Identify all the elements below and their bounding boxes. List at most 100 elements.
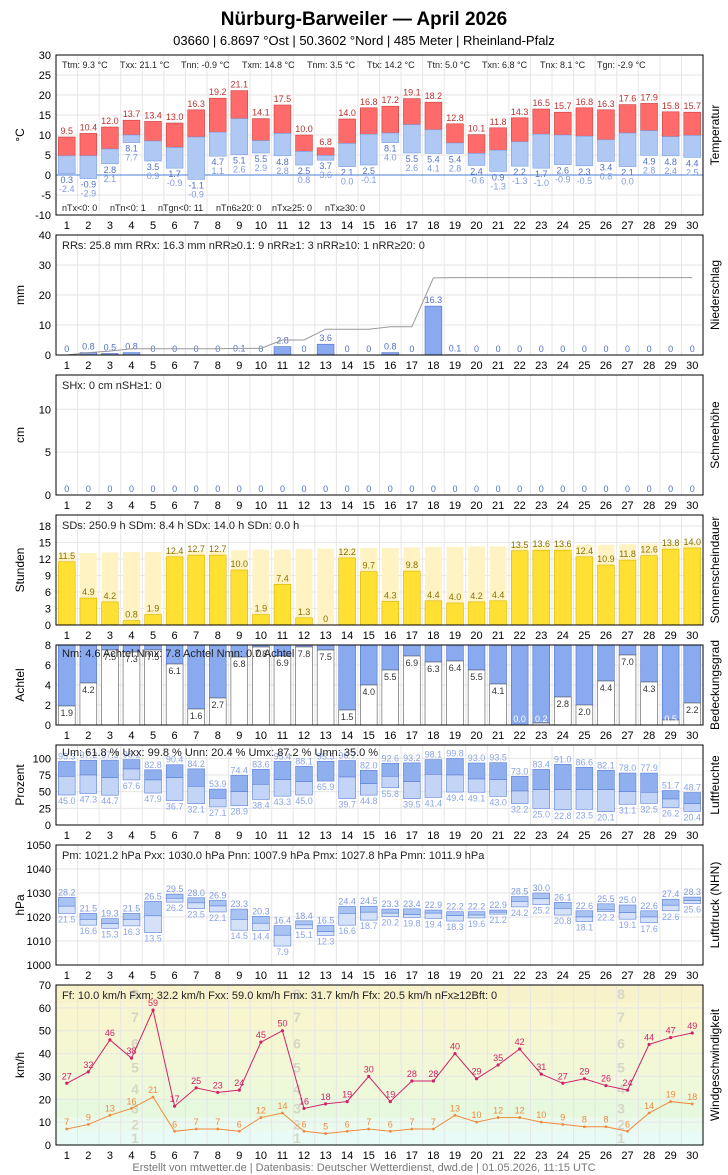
x-tick-label: 18 xyxy=(427,1150,439,1162)
tgnd-label: -0.5 xyxy=(577,176,593,186)
humidity-max-label: 78.0 xyxy=(619,763,637,773)
stat-item: Txm: 14.8 °C xyxy=(242,60,295,70)
sun-label: 9.8 xyxy=(406,560,419,570)
y-tick-label: 10 xyxy=(39,404,51,416)
x-tick-label: 27 xyxy=(621,360,633,372)
x-tick-label: 10 xyxy=(255,1150,267,1162)
x-tick-label: 29 xyxy=(665,630,677,642)
cloud-label: 2.2 xyxy=(686,705,699,715)
pressure-max-label: 29.5 xyxy=(166,884,184,894)
snow-label: 0 xyxy=(625,484,630,494)
humidity-upper-bar xyxy=(144,769,162,781)
x-tick-label: 24 xyxy=(557,360,569,372)
x-tick-label: 5 xyxy=(150,1150,156,1162)
sun-bar xyxy=(187,554,205,626)
gust-point xyxy=(410,1079,414,1083)
x-tick-label: 27 xyxy=(621,220,633,232)
gust-label: 17 xyxy=(170,1094,180,1104)
pressure-lower-bar xyxy=(403,914,421,918)
x-tick-label: 16 xyxy=(384,500,396,512)
humidity-upper-bar xyxy=(273,761,292,780)
x-tick-label: 21 xyxy=(492,360,504,372)
x-tick-label: 18 xyxy=(427,830,439,842)
x-tick-label: 1 xyxy=(64,970,70,982)
precip-label: 0.8 xyxy=(384,342,397,352)
precip-label: 0.8 xyxy=(125,342,138,352)
tmax-bar xyxy=(424,101,443,131)
humidity-upper-bar xyxy=(489,762,507,780)
tmax-bar xyxy=(532,108,550,135)
wind-label: 12 xyxy=(256,1106,266,1116)
cloud-bar xyxy=(510,644,529,726)
x-tick-label: 23 xyxy=(535,1150,547,1162)
humidity-lower-bar xyxy=(489,779,507,797)
humidity-min-label: 65.9 xyxy=(317,782,335,792)
y-axis-label: hPa xyxy=(13,894,27,916)
x-tick-label: 19 xyxy=(449,1150,461,1162)
x-tick-label: 18 xyxy=(427,630,439,642)
x-tick-label: 10 xyxy=(255,220,267,232)
wind-label: 19 xyxy=(666,1090,676,1100)
x-tick-label: 23 xyxy=(535,830,547,842)
x-tick-label: 16 xyxy=(384,970,396,982)
wind-point xyxy=(108,1113,112,1117)
pressure-max-label: 23.3 xyxy=(382,899,400,909)
humidity-min-label: 41.4 xyxy=(425,798,443,808)
x-tick-label: 17 xyxy=(406,830,418,842)
pressure-min-label: 13.5 xyxy=(144,934,162,944)
x-tick-label: 13 xyxy=(319,630,331,642)
tmax-bar xyxy=(510,117,529,143)
possible-sun-bar xyxy=(144,551,162,625)
possible-sun-bar xyxy=(252,549,270,625)
x-tick-label: 23 xyxy=(535,360,547,372)
tmin-label: 1.7 xyxy=(535,169,548,179)
x-tick-label: 28 xyxy=(643,830,655,842)
gust-point xyxy=(367,1074,371,1079)
tmax-label: 14.1 xyxy=(252,108,270,118)
humidity-upper-bar xyxy=(360,770,378,784)
x-tick-label: 30 xyxy=(686,730,698,742)
x-tick-label: 11 xyxy=(277,730,288,742)
tmax-bar xyxy=(403,98,421,125)
tmax-label: 16.3 xyxy=(597,99,615,109)
tgnd-label: -0.6 xyxy=(469,175,485,185)
tmax-label: 17.9 xyxy=(640,92,658,102)
wind-label: 12 xyxy=(493,1106,503,1116)
stats-line: Um: 61.8 % Uxx: 99.8 % Unn: 20.4 % Umx: … xyxy=(62,747,378,759)
x-tick-label: 26 xyxy=(600,500,612,512)
x-tick-label: 17 xyxy=(406,970,418,982)
beaufort-label: 6 xyxy=(293,1035,301,1051)
cloud-label: 0.0 xyxy=(513,714,526,724)
tmean-bar xyxy=(618,132,637,167)
gust-point xyxy=(65,1081,69,1085)
x-tick-label: 1 xyxy=(64,360,70,372)
y-tick-label: 15 xyxy=(39,110,51,122)
humidity-upper-bar xyxy=(58,761,76,777)
tmax-bar xyxy=(338,118,356,144)
x-tick-label: 16 xyxy=(384,630,396,642)
x-tick-label: 22 xyxy=(514,730,526,742)
humidity-max-label: 98.1 xyxy=(425,750,443,760)
tmax-bar xyxy=(381,105,399,134)
pressure-max-label: 26.1 xyxy=(554,892,572,902)
pressure-upper-bar xyxy=(640,910,658,918)
pressure-max-label: 28.3 xyxy=(683,887,701,897)
x-tick-label: 15 xyxy=(363,630,375,642)
humidity-lower-bar xyxy=(683,803,701,812)
x-tick-label: 24 xyxy=(557,970,569,982)
humidity-max-label: 95.5 xyxy=(317,751,335,761)
x-tick-label: 26 xyxy=(600,730,612,742)
snow-label: 0 xyxy=(517,484,522,494)
pressure-min-label: 23.5 xyxy=(187,910,205,920)
stat-item: Ttm: 9.3 °C xyxy=(62,60,108,70)
tgnd-label: -0.9 xyxy=(555,175,571,185)
plot-frame xyxy=(55,374,704,496)
wind-label: 6 xyxy=(172,1119,177,1129)
stat-item: nTx≥30: 0 xyxy=(325,203,365,213)
x-tick-label: 25 xyxy=(578,220,590,232)
x-tick-label: 30 xyxy=(686,360,698,372)
snow-label: 0 xyxy=(86,484,91,494)
humidity-upper-bar xyxy=(532,769,550,790)
sun-label: 9.7 xyxy=(362,561,375,571)
